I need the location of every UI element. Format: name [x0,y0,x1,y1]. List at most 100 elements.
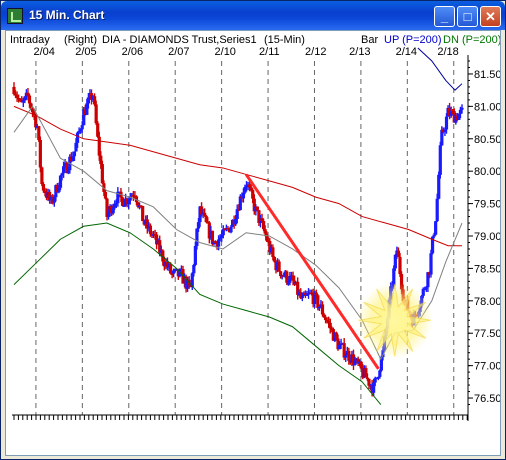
price-bar-body [57,187,61,193]
price-bar-body [38,139,42,168]
title-bar[interactable]: 15 Min. Chart _ □ ✕ [1,1,505,30]
price-bar-body [210,230,215,244]
price-bar-body [128,196,132,201]
price-bar-body [48,192,52,201]
price-bar-body [272,257,277,262]
price-bar-body [252,198,256,212]
price-bar-body [221,228,225,236]
price-chart[interactable]: Intraday (Right) DIA - DIAMONDS Trust,Se… [6,31,500,455]
price-bar-body [365,377,370,380]
price-bar-body [261,221,266,230]
maximize-button[interactable]: □ [457,6,478,27]
price-bar-body [316,295,320,309]
price-bar-body [27,95,32,104]
y-tick-label: 81.50 [474,69,500,81]
y-tick-label: 78.50 [474,263,500,275]
price-bar-body [364,368,368,378]
price-bar-body [356,358,360,364]
price-bar-body [399,274,404,290]
price-bar-body [203,212,207,216]
price-bar-body [204,215,208,223]
y-tick-label: 76.50 [474,393,500,405]
price-bar-body [317,306,321,309]
y-tick-label: 81.00 [474,101,500,113]
price-bar-body [134,196,139,203]
price-bar-body [37,126,41,140]
date-label: 2/10 [215,46,236,58]
price-bar-body [334,332,339,339]
price-bar-body [15,95,19,99]
y-tick-label: 79.50 [474,199,500,211]
price-bar-body [43,190,47,194]
price-bar-body [322,314,326,318]
upper-band-line [417,47,463,91]
price-bar-body [327,321,331,323]
price-bar-body [82,109,86,126]
header-up-label: UP (P=200) [384,34,442,46]
price-bar-body [435,198,439,222]
price-bar-body [234,219,238,225]
price-bar-body [21,100,25,103]
date-label: 2/11 [259,46,280,58]
price-bar-body [300,296,304,299]
price-bar-body [65,163,69,173]
y-tick-label: 80.50 [474,134,500,146]
minimize-button[interactable]: _ [434,6,455,27]
chart-app-icon [7,8,23,24]
price-bar-body [192,264,196,274]
price-bar-body [299,292,303,299]
price-bar-body [241,192,246,199]
price-bar-body [97,136,101,156]
price-bar-body [105,198,109,217]
price-bar-body [72,151,77,157]
price-bar-body [80,125,84,130]
price-bar-body [111,207,115,214]
price-bar-body [398,256,402,275]
price-bar-body [158,240,162,253]
price-bar-body [379,356,383,371]
price-bar-body [106,212,111,217]
price-bar-body [23,96,27,101]
price-bar-body [32,112,36,116]
price-bar-body [243,186,247,193]
price-bar-body [193,246,197,265]
price-bar-body [251,190,255,199]
price-bar-body [320,304,325,315]
price-bar-body [136,202,140,207]
price-bar-body [148,225,153,235]
price-bar-body [58,175,63,188]
price-bar-body [120,197,125,206]
header-left-label: Intraday [10,34,50,46]
price-bar-body [52,197,56,203]
price-bar-body [323,317,328,321]
price-bar-body [71,156,75,162]
price-bar-body [396,250,401,257]
price-bar-body [99,155,103,165]
trendline[interactable] [244,173,380,370]
price-bar-body [268,240,272,253]
price-bar-body [271,247,275,258]
price-bar-body [336,338,340,350]
price-bar-body [378,370,382,377]
price-bar-body [255,206,259,211]
price-bar-body [325,320,329,322]
y-tick-label: 80.00 [474,166,500,178]
date-label: 2/13 [349,46,370,58]
close-button[interactable]: ✕ [480,6,501,27]
price-bar-body [217,239,221,247]
price-bar-body [392,268,396,286]
date-label: 2/12 [305,46,326,58]
price-bar-body [161,250,165,262]
price-bar-body [460,107,464,110]
price-bar-body [127,200,131,204]
price-bar-body [353,360,357,365]
price-bar-body [372,382,376,393]
price-bar-body [286,282,290,285]
price-bar-body [347,350,351,361]
price-bar-body [314,292,318,296]
price-bar-body [145,219,149,229]
price-bar-body [235,209,239,220]
price-bar-body [291,275,295,281]
chart-area[interactable]: Intraday (Right) DIA - DIAMONDS Trust,Se… [5,30,501,456]
